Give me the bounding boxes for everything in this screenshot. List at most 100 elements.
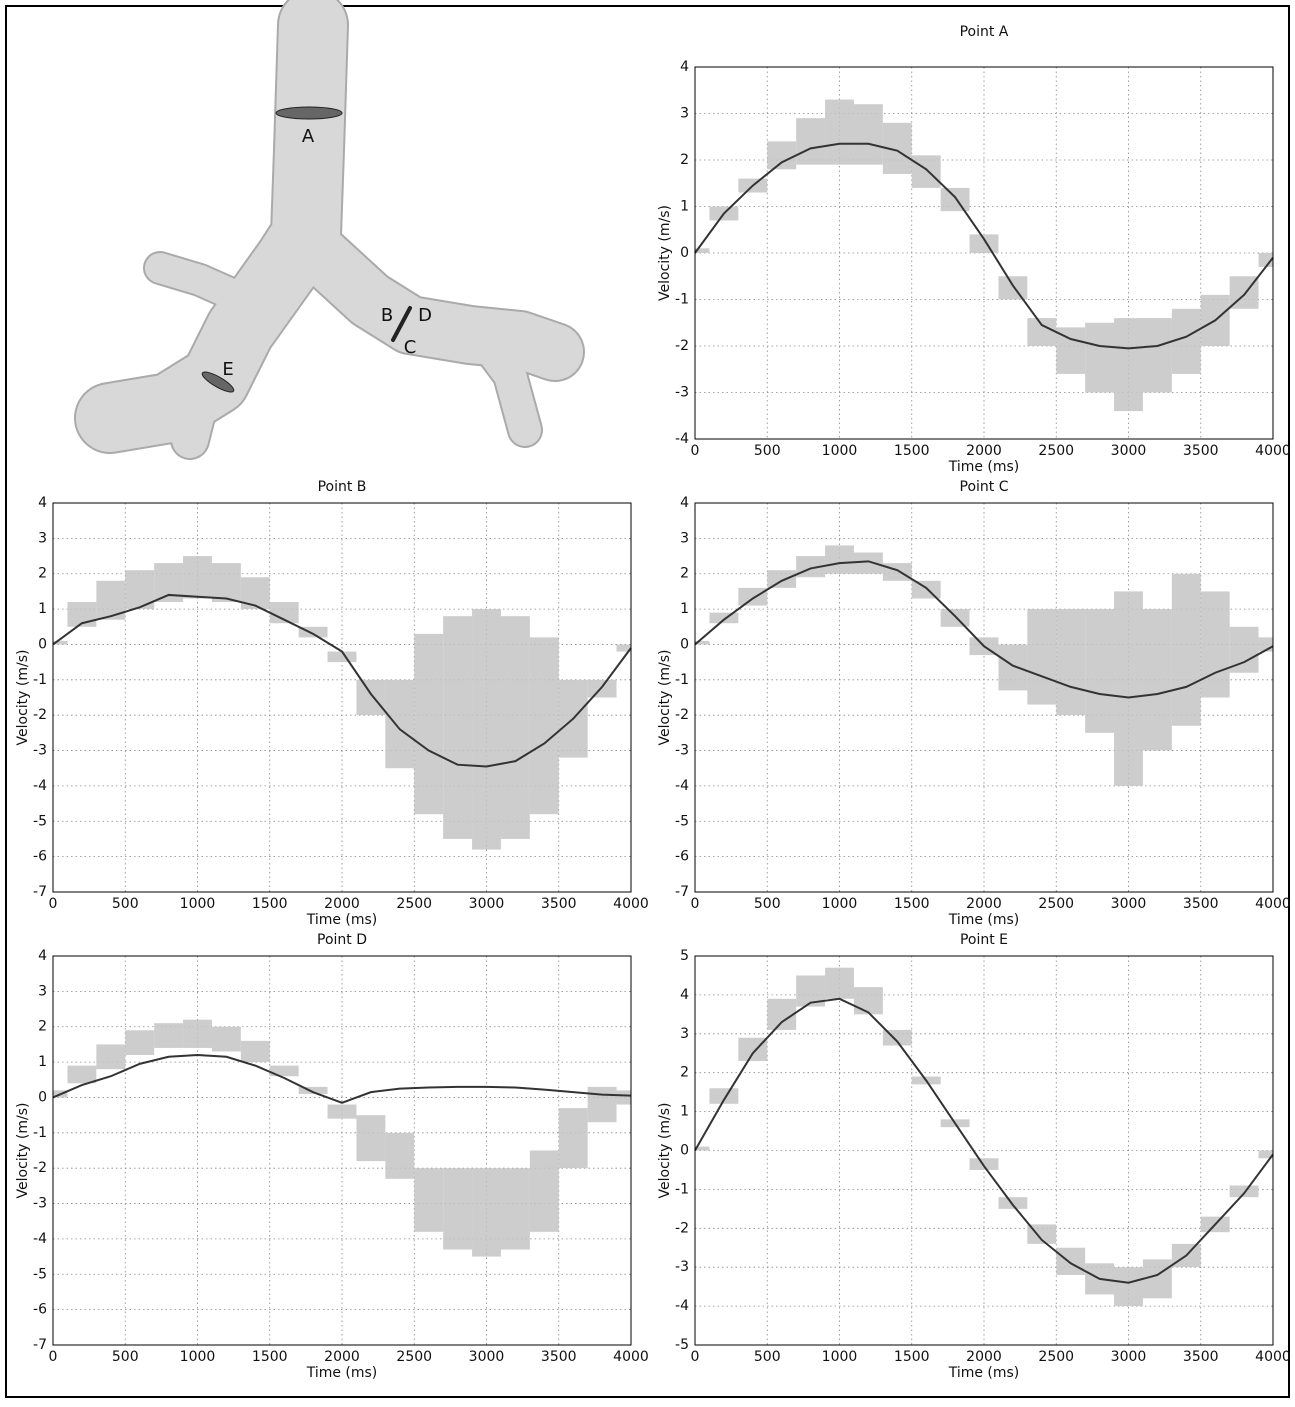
y-tick-label: 0 — [680, 636, 689, 652]
scatter-range — [96, 1044, 126, 1070]
y-tick-label: -7 — [33, 884, 47, 900]
x-axis-label: Time (ms) — [306, 912, 378, 928]
scatter-range — [853, 552, 883, 574]
scatter-range — [1171, 308, 1201, 374]
x-tick-label: 2500 — [1038, 443, 1074, 459]
x-tick-label: 2000 — [324, 1349, 360, 1365]
scatter-range — [767, 998, 797, 1030]
y-tick-label: -1 — [33, 1125, 47, 1141]
chart-title: Point E — [960, 932, 1008, 948]
scatter-range — [738, 1037, 768, 1062]
scatter-range — [1114, 1267, 1143, 1307]
scatter-range — [1142, 1259, 1172, 1299]
scatter-range — [183, 556, 212, 599]
scatter-range — [443, 616, 473, 839]
x-tick-label: 1000 — [822, 896, 858, 912]
scatter-range — [587, 1086, 617, 1123]
scatter-range — [500, 616, 530, 839]
y-tick-label: -1 — [675, 1181, 689, 1197]
y-tick-label: 2 — [38, 1019, 47, 1035]
y-tick-label: -2 — [675, 707, 689, 723]
y-tick-label: 0 — [38, 636, 47, 652]
x-tick-label: 2000 — [324, 896, 360, 912]
y-tick-label: 2 — [680, 566, 689, 582]
data-line — [694, 997, 1274, 1284]
x-tick-label: 4000 — [1255, 896, 1291, 912]
x-axis-label: Time (ms) — [948, 912, 1020, 928]
x-tick-label: 3000 — [469, 896, 505, 912]
airway-body — [76, 0, 583, 458]
x-tick-label: 2000 — [966, 896, 1002, 912]
y-tick-label: 2 — [680, 152, 689, 168]
y-tick-label: 3 — [680, 530, 689, 546]
scatter-range — [1085, 609, 1115, 733]
y-tick-label: 4 — [680, 495, 689, 511]
x-tick-label: 0 — [49, 896, 58, 912]
y-tick-label: -1 — [675, 292, 689, 308]
y-tick-label: -3 — [675, 1259, 689, 1275]
chart-title: Point D — [317, 932, 367, 948]
scatter-range — [709, 612, 739, 624]
scatter-range — [1258, 1150, 1273, 1159]
scatter-range — [853, 987, 883, 1015]
x-tick-label: 2500 — [1038, 1349, 1074, 1365]
scatter-range — [443, 1168, 473, 1250]
y-tick-label: -4 — [33, 1231, 47, 1247]
diagram-label: E — [222, 359, 233, 380]
y-tick-label: -6 — [675, 849, 689, 865]
x-tick-label: 1500 — [894, 896, 930, 912]
y-tick-label: 1 — [680, 601, 689, 617]
scatter-range — [1142, 609, 1172, 751]
x-tick-label: 3000 — [469, 1349, 505, 1365]
x-tick-label: 3500 — [541, 1349, 577, 1365]
data-line — [694, 142, 1274, 350]
scatter-range — [587, 679, 617, 698]
chart-title: Point B — [318, 479, 367, 495]
chart-title: Point A — [960, 24, 1009, 40]
airway-diagram — [74, 0, 585, 460]
y-tick-label: -3 — [33, 1196, 47, 1212]
y-tick-label: -2 — [33, 1160, 47, 1176]
y-tick-label: -5 — [33, 813, 47, 829]
plot-border — [52, 502, 632, 893]
scatter-range — [1229, 1185, 1259, 1198]
diagram-label: B — [381, 305, 393, 326]
scatter-range — [825, 99, 854, 165]
y-axis-label: Velocity (m/s) — [657, 205, 673, 301]
scatter-range — [1114, 591, 1143, 786]
scatter-range — [853, 104, 883, 165]
x-tick-label: 3000 — [1111, 896, 1147, 912]
x-tick-label: 0 — [49, 1349, 58, 1365]
y-tick-label: 0 — [680, 1143, 689, 1159]
y-tick-label: -2 — [675, 338, 689, 354]
y-tick-label: 2 — [38, 566, 47, 582]
scatter-range — [529, 1150, 559, 1232]
x-tick-label: 2000 — [966, 1349, 1002, 1365]
y-tick-label: 4 — [38, 495, 47, 511]
scatter-range — [472, 1168, 501, 1257]
y-tick-label: 0 — [680, 245, 689, 261]
scatter-range — [767, 570, 797, 588]
x-axis-label: Time (ms) — [948, 459, 1020, 475]
scatter-range — [709, 1088, 739, 1104]
x-tick-label: 3500 — [1183, 1349, 1219, 1365]
scatter-range — [998, 644, 1028, 691]
y-tick-label: -7 — [675, 884, 689, 900]
y-tick-label: -2 — [675, 1220, 689, 1236]
y-tick-label: -7 — [33, 1337, 47, 1353]
scatter-range — [298, 626, 328, 638]
y-tick-label: 5 — [680, 948, 689, 964]
y-tick-label: 3 — [38, 530, 47, 546]
scatter-range — [695, 640, 710, 645]
scatter-range — [998, 276, 1028, 300]
y-axis-label: Velocity (m/s) — [657, 650, 673, 746]
y-tick-label: -5 — [675, 813, 689, 829]
y-tick-label: -3 — [33, 743, 47, 759]
y-tick-label: 4 — [38, 948, 47, 964]
plot-border — [52, 955, 632, 1346]
y-tick-label: -6 — [33, 849, 47, 865]
scatter-range — [472, 609, 501, 850]
y-tick-label: -1 — [675, 672, 689, 688]
x-axis-label: Time (ms) — [948, 1365, 1020, 1381]
scatter-range — [616, 644, 631, 652]
